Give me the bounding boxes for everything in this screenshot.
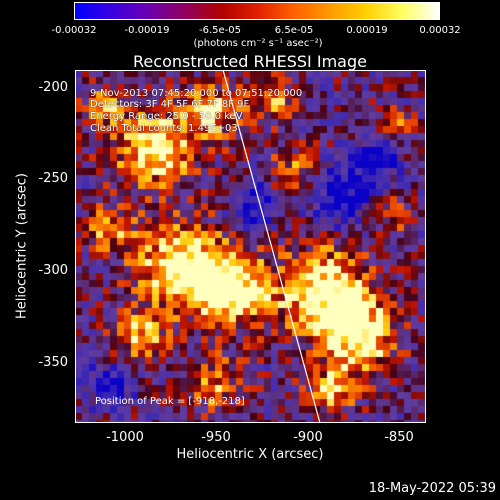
x-tick-label: -850 — [384, 430, 414, 445]
colorbar-tick-label: -0.00019 — [124, 25, 170, 36]
y-tick-label: -200 — [38, 80, 68, 95]
colorbar-tick-label: -0.00032 — [51, 25, 97, 36]
y-tick-label: -300 — [38, 263, 68, 278]
x-tick-label: -900 — [293, 430, 323, 445]
limb-line — [222, 70, 321, 423]
x-axis-label: Heliocentric X (arcsec) — [176, 447, 324, 462]
plot-frame — [75, 70, 426, 423]
info-time-range: 9-Nov-2013 07:45:20.000 to 07:51:20.000 — [90, 88, 303, 99]
colorbar-tick-label: -6.5e-05 — [199, 25, 241, 36]
x-tick-label: -950 — [201, 430, 231, 445]
y-axis-label: Heliocentric Y (arcsec) — [14, 173, 30, 319]
y-tick-label: -250 — [38, 171, 68, 186]
info-detectors: Detectors: 3F 4F 5F 6F 7F 8F 9F — [90, 99, 250, 110]
y-tick-label: -350 — [38, 355, 68, 370]
peak-position: Position of Peak = [-918,-218] — [95, 396, 245, 407]
info-total-counts: Clean Total counts: 1.49E+03 — [90, 123, 238, 134]
colorbar-tick-label: 0.00019 — [346, 25, 388, 36]
render-timestamp: 18-May-2022 05:39 — [368, 481, 496, 496]
info-energy-range: Energy Range: 25.0 - 50.0 keV — [90, 111, 243, 122]
rhessi-image-map — [75, 70, 426, 423]
colorbar-tick-label: 6.5e-05 — [274, 25, 314, 36]
colorbar — [74, 2, 440, 20]
image-title: Reconstructed RHESSI Image — [133, 52, 367, 71]
colorbar-tick-label: 0.00032 — [419, 25, 461, 36]
colorbar-units: (photons cm⁻² s⁻¹ asec⁻²) — [193, 38, 323, 49]
x-tick-label: -1000 — [106, 430, 144, 445]
